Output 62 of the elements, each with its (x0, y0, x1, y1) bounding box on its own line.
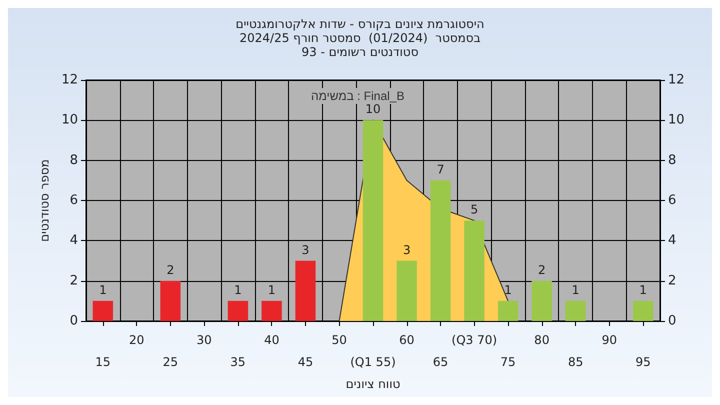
bar (632, 300, 654, 321)
x-tick-label: 25 (162, 355, 178, 369)
bar (565, 300, 586, 321)
y2-tick-label: 8 (668, 152, 676, 168)
x-tick-label: 80 (534, 333, 550, 347)
y-tick-label: 8 (70, 152, 78, 168)
bar (160, 280, 181, 321)
data-label: 5 (470, 202, 478, 217)
data-label: 10 (365, 102, 381, 116)
x-tick-label: 65 (432, 355, 448, 369)
data-label: 2 (166, 262, 174, 277)
bar (532, 280, 552, 321)
y-tick-label: 0 (70, 314, 78, 328)
y-tick-label: 10 (61, 112, 78, 128)
bar (362, 120, 384, 321)
y2-tick-label: 4 (668, 233, 676, 248)
y2-tick-label: 10 (668, 112, 685, 128)
x-tick-label: 20 (129, 333, 144, 347)
x-tick-label: (Q1 55) (350, 355, 396, 369)
data-label: 1 (504, 282, 512, 297)
chart-subtitle: בסמסטר (01/2024) סמסטר חורף 2024/25 סטודנטים רשומים - 93 (239, 31, 481, 59)
x-tick-label: 85 (568, 355, 584, 369)
y2-tick-label: 2 (668, 273, 676, 288)
bar (498, 300, 518, 321)
y2-tick-label: 6 (668, 193, 676, 208)
x-tick-label: (Q3 70) (452, 333, 498, 347)
data-label: 1 (572, 282, 580, 297)
x-tick-label: 50 (332, 333, 347, 347)
bar (228, 300, 248, 321)
x-tick-label: 95 (635, 355, 651, 369)
data-label: 1 (234, 282, 242, 297)
x-tick-label: 75 (500, 355, 516, 369)
y-tick-label: 6 (70, 193, 78, 208)
bar (295, 260, 316, 321)
data-label: 1 (639, 282, 647, 297)
x-tick-label: 30 (196, 333, 212, 347)
data-label: 1 (99, 282, 107, 297)
x-tick-label: 35 (230, 355, 246, 369)
bar (464, 220, 484, 321)
y-tick-label: 2 (70, 273, 78, 288)
data-label: 1 (268, 282, 276, 297)
x-tick-label: 60 (399, 333, 414, 347)
y-tick-label: 12 (61, 72, 78, 88)
bar (396, 260, 417, 321)
x-tick-label: 90 (602, 333, 617, 347)
y-tick-label: 4 (70, 233, 78, 248)
y-axis-title: מספר סטודנטים (38, 159, 52, 242)
x-tick-label: 15 (95, 355, 111, 369)
data-label: 7 (436, 162, 444, 176)
chart-title: היסטוגרמת ציונים בקורס - שדות אלקטרומגנטיים (236, 17, 484, 31)
y2-tick-label: 12 (668, 72, 685, 88)
x-tick-label: 45 (298, 355, 314, 369)
y2-tick-label: 0 (668, 314, 676, 328)
bar (92, 300, 114, 321)
x-tick-label: 40 (264, 333, 280, 347)
annotation: במשימה : Final_B (311, 89, 404, 103)
bar (430, 180, 451, 321)
data-label: 3 (402, 242, 411, 257)
data-label: 2 (538, 262, 546, 277)
data-label: 3 (302, 242, 310, 257)
x-axis-title: טווח ציונים (346, 376, 400, 391)
bar (262, 300, 282, 321)
